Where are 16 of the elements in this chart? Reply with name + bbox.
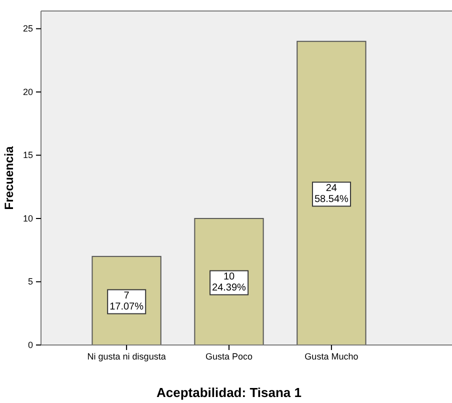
x-tick-label: Gusta Poco: [205, 351, 253, 362]
bar: [194, 218, 264, 346]
data-label: 10 24.39%: [212, 272, 246, 294]
bar: [296, 40, 366, 346]
x-axis-title: Aceptabilidad: Tisana 1: [156, 385, 302, 400]
y-tick-label: 15: [22, 150, 33, 160]
y-axis-title: Frecuencia: [2, 146, 16, 210]
x-tick-label: Gusta Mucho: [304, 351, 358, 362]
data-label: 7 17.07%: [110, 290, 144, 313]
y-tick-label: 25: [22, 24, 33, 34]
x-tick-label: Ni gusta ni disgusta: [87, 351, 166, 362]
data-label: 24 58.54%: [314, 183, 349, 206]
y-tick-label: 20: [22, 86, 33, 97]
y-tick-label: 10: [22, 213, 33, 224]
y-tick-label: 5: [28, 276, 33, 287]
y-tick-label: 0: [28, 340, 33, 350]
